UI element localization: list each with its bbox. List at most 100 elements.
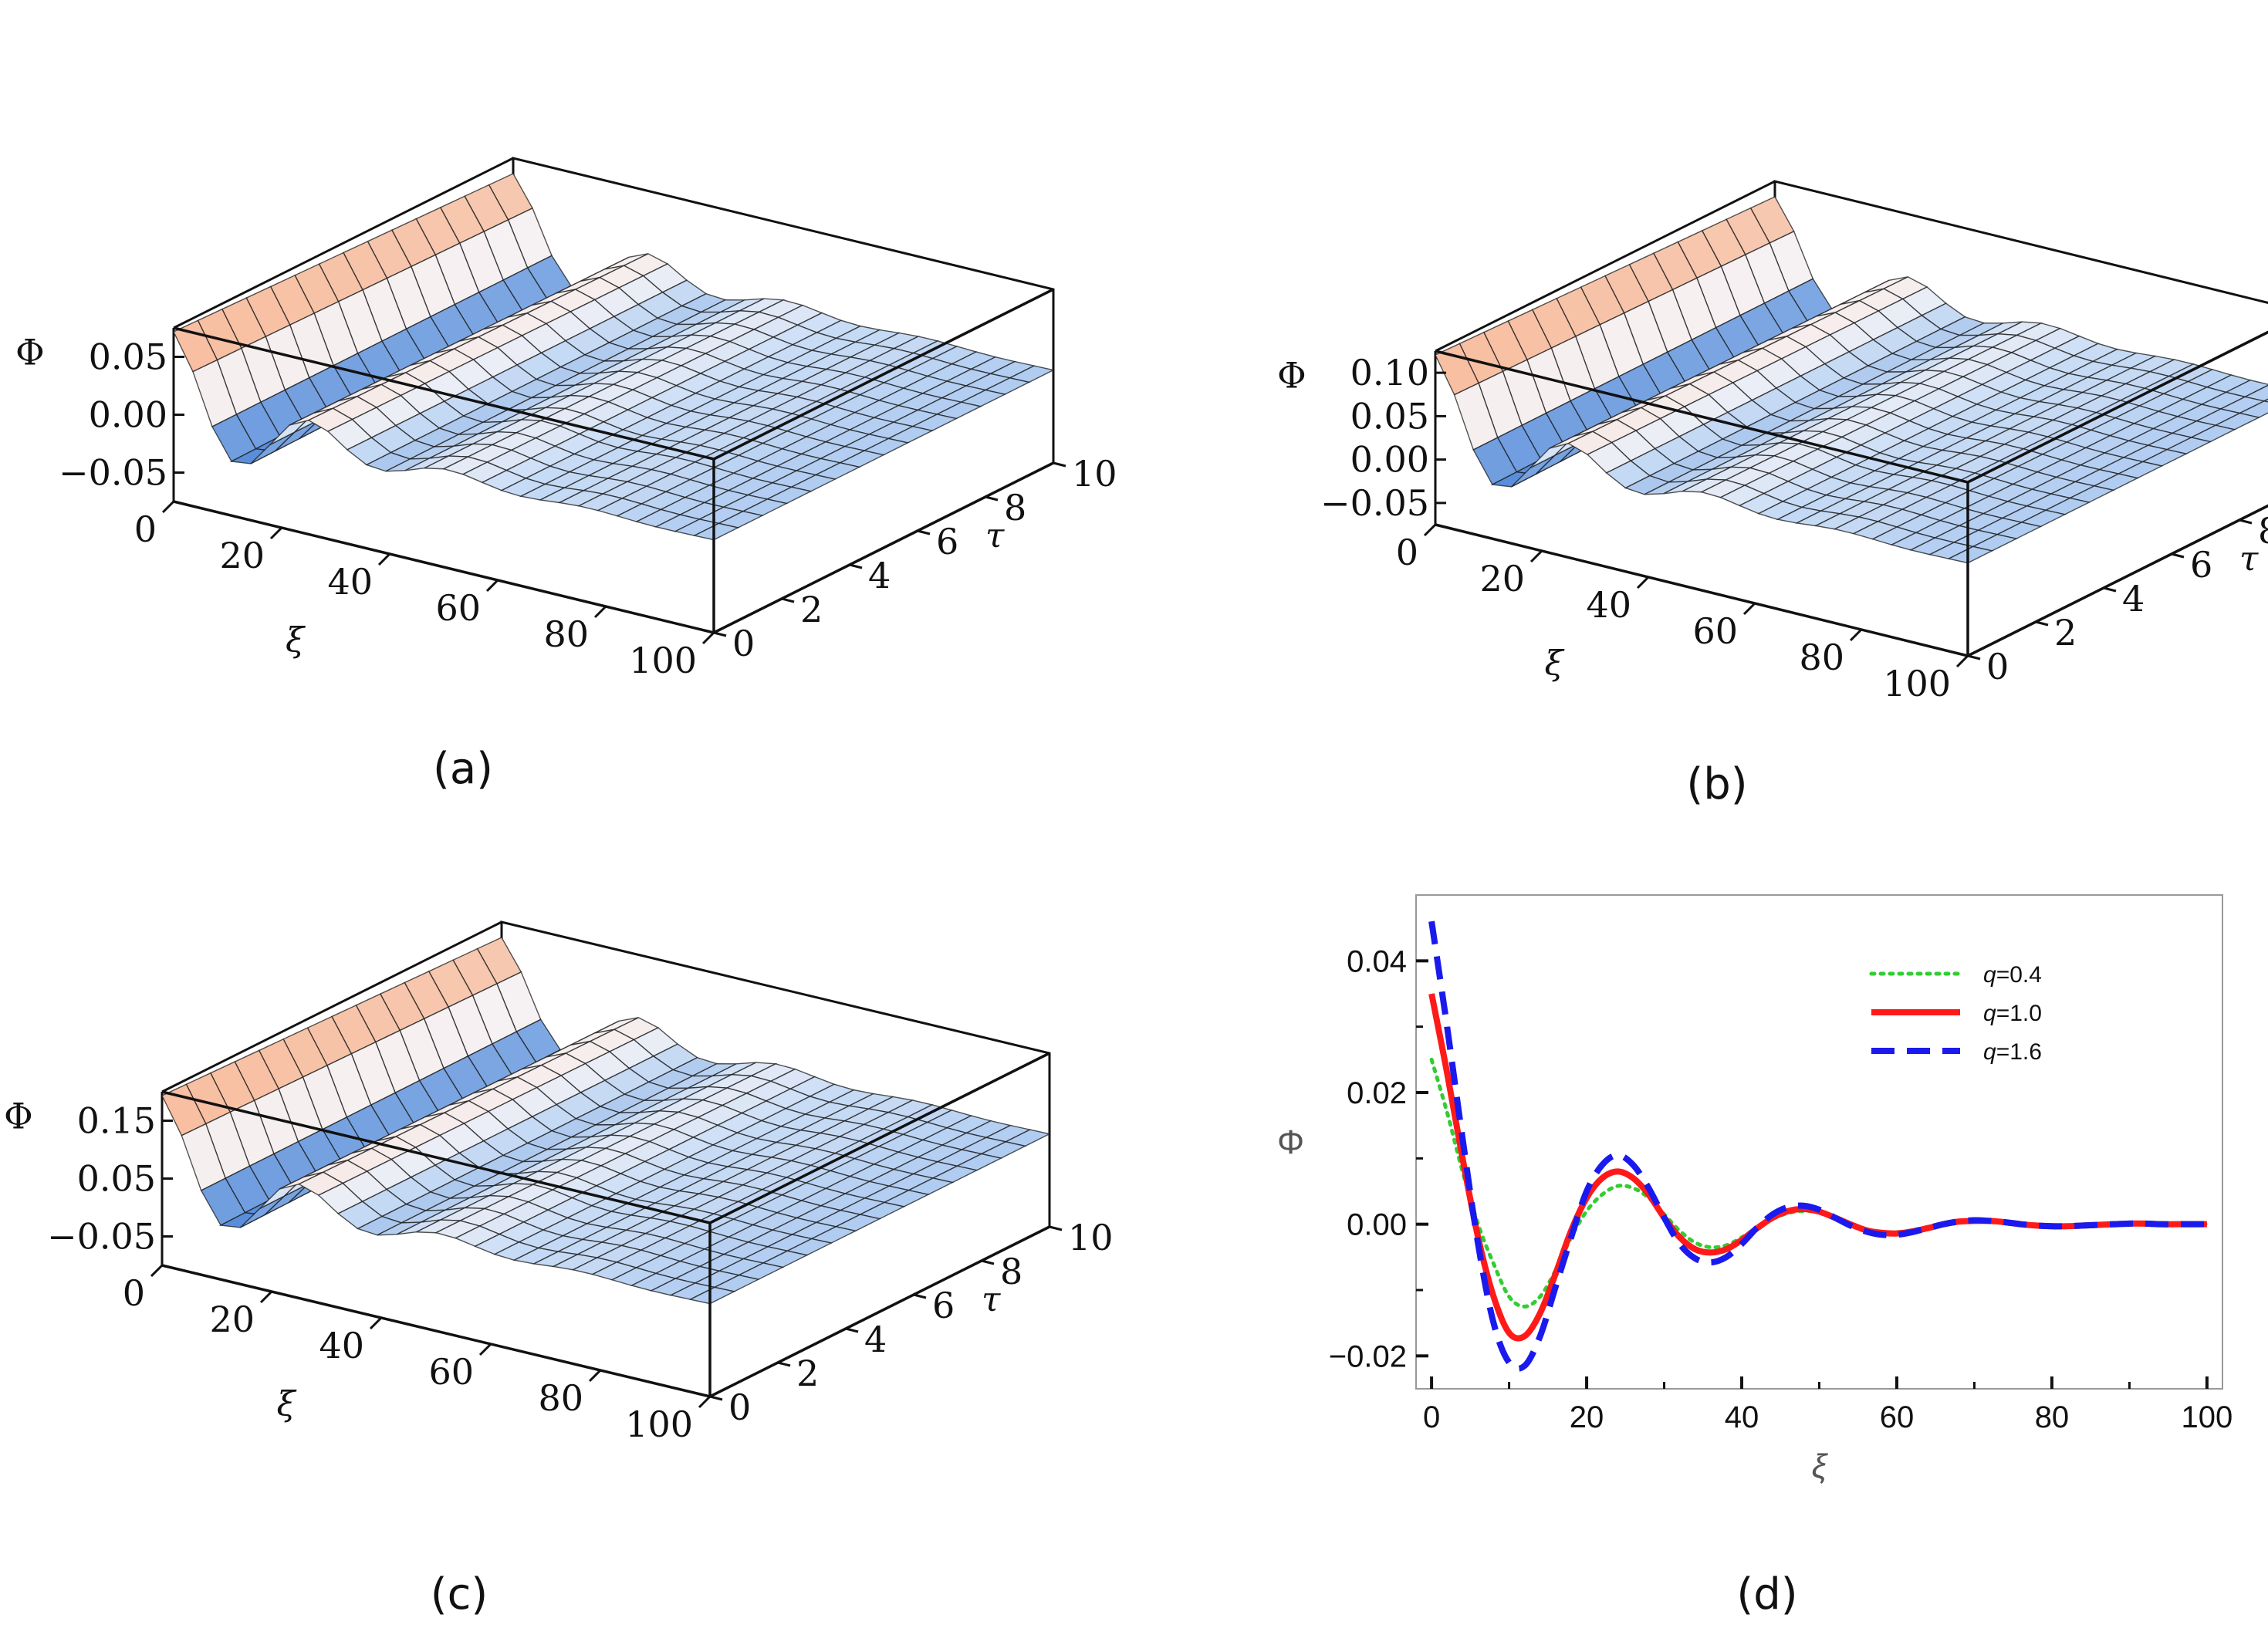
y-tick-label: 0.04 [1347, 944, 1407, 978]
xi-tick-label: 0 [123, 1272, 145, 1314]
tau-tick-label: 6 [2190, 544, 2212, 586]
xi-tick-label: 100 [625, 1403, 693, 1445]
xi-axis-label: ξ [1545, 644, 1566, 684]
xi-tick-label: 0 [134, 508, 157, 550]
tau-tick [1049, 1225, 1063, 1231]
xi-tick [259, 1290, 273, 1304]
phi-axis: 0.15 0.05 −0.05 Φ [4, 1096, 173, 1258]
xi-axis: 0 20 40 60 80 100 ξ [134, 500, 715, 681]
tau-tick-label: 10 [1072, 453, 1117, 495]
phi-tick-label: 0.00 [1350, 439, 1429, 481]
tau-tick-label: 0 [732, 623, 755, 664]
series-line-q-1.0 [1428, 993, 2207, 1342]
xi-tick [269, 526, 283, 540]
phi-axis-label: Φ [4, 1096, 33, 1137]
x-tick-label: 0 [1423, 1400, 1440, 1434]
xi-tick-label: 40 [327, 561, 373, 603]
tau-axis-label: τ [985, 516, 1005, 556]
legend-q-symbol: q [1983, 962, 1996, 988]
tau-tick [1053, 461, 1066, 468]
tau-tick-label: 6 [932, 1285, 955, 1326]
tau-tick-label: 4 [868, 555, 891, 596]
tau-tick-label: 4 [864, 1319, 887, 1360]
series-line-q-0.4 [1429, 1057, 2209, 1309]
xi-tick-label: 40 [319, 1325, 364, 1366]
xi-tick [377, 552, 391, 566]
phi-tick-label: −0.05 [47, 1216, 156, 1258]
tau-tick-label: 4 [2122, 578, 2145, 620]
xi-tick-label: 20 [209, 1299, 255, 1340]
xi-tick [1423, 523, 1437, 537]
y-tick-label: −0.02 [1329, 1339, 1407, 1373]
tau-tick-label: 2 [2054, 612, 2077, 654]
surface-panel-c: 0 20 40 60 80 100 ξ 0 2 4 6 8 10 τ 0.15 0.05 −0.05 Φ (c) [4, 920, 1114, 1620]
x-tick-label: 20 [1570, 1400, 1604, 1434]
phi-tick-label: 0.05 [77, 1158, 156, 1200]
phi-tick-label: −0.05 [59, 452, 167, 494]
tau-tick [2103, 586, 2117, 593]
xi-tick-label: 60 [1692, 610, 1738, 652]
tau-tick-label: 0 [1986, 646, 2009, 687]
legend-label: q=0.4 [1983, 962, 2042, 988]
phi-tick-label: 0.05 [89, 336, 167, 378]
box-top-left-edge [173, 157, 514, 329]
phi-tick-label: 0.15 [77, 1100, 156, 1142]
xi-tick [485, 579, 499, 593]
xi-tick-label: 20 [1479, 558, 1525, 600]
surface-panel-a: 0 20 40 60 80 100 ξ 0 2 4 6 8 10 τ 0.05 0.00 −0.05 Φ (a) [15, 157, 1117, 794]
x-tick-label: 60 [1880, 1400, 1915, 1434]
xi-tick-label: 40 [1586, 584, 1631, 626]
y-axis-label: Φ [1277, 1123, 1304, 1161]
xi-tick [1849, 628, 1863, 642]
tau-tick-label: 8 [1004, 487, 1026, 529]
tau-axis: 0 2 4 6 8 10 τ [713, 453, 1117, 664]
xi-tick-label: 0 [1396, 532, 1418, 573]
tau-tick [913, 1293, 927, 1299]
xi-tick [1636, 576, 1650, 589]
legend-label: q=1.6 [1983, 1039, 2042, 1065]
tau-tick [2171, 552, 2185, 559]
tau-tick [781, 597, 795, 603]
xi-tick-label: 100 [629, 640, 697, 681]
xi-tick [161, 500, 175, 514]
x-axis-label: ξ [1812, 1447, 1829, 1485]
tau-tick [1967, 654, 1981, 660]
phi-tick-label: −0.05 [1320, 482, 1429, 524]
box-top-left-edge [161, 920, 502, 1093]
tau-tick [2035, 620, 2049, 627]
xi-axis-label: ξ [286, 621, 306, 660]
panel-label: (d) [1736, 1569, 1797, 1620]
surface-patch [692, 522, 740, 541]
box-top-left-edge [1435, 180, 1776, 353]
tau-tick-label: 0 [728, 1387, 751, 1428]
tau-tick [713, 631, 727, 637]
tau-tick [985, 495, 999, 502]
tau-tick-label: 6 [936, 521, 958, 562]
legend-q-symbol: q [1983, 1001, 1996, 1026]
series-lines [1428, 920, 2209, 1372]
phi-tick-label: 0.05 [1350, 395, 1429, 437]
surface-mesh [161, 937, 1052, 1305]
xi-tick-label: 80 [538, 1377, 583, 1419]
x-axis: 0 20 40 60 80 100 ξ [1423, 1376, 2233, 1485]
tau-tick [981, 1259, 995, 1265]
xi-tick-label: 60 [428, 1351, 474, 1393]
xi-tick [1955, 654, 1969, 668]
tau-tick [917, 529, 931, 535]
tau-tick-label: 10 [1068, 1217, 1114, 1258]
panel-label: (c) [431, 1569, 488, 1620]
phi-axis: 0.05 0.00 −0.05 Φ [15, 332, 184, 494]
series-line-q-1.6 [1428, 920, 2207, 1372]
xi-tick-label: 20 [219, 535, 265, 576]
y-tick-label: 0.02 [1347, 1076, 1407, 1110]
xi-tick [698, 1395, 711, 1409]
tau-tick-label: 2 [800, 589, 823, 630]
line-panel-d: 0 20 40 60 80 100ξ0.040.020.00−0.02Φq=0.4q=1.… [1277, 894, 2233, 1620]
y-axis: 0.04 0.02 0.00 −0.02 Φ [1277, 944, 1428, 1373]
surface-panel-b: 020406080100ξ0246810τ0.100.050.00−0.05Φ(… [1277, 180, 2268, 809]
xi-tick-label: 80 [1799, 637, 1844, 678]
xi-axis-label: ξ [277, 1385, 298, 1424]
tau-tick [849, 563, 863, 569]
xi-tick-label: 80 [543, 613, 589, 655]
